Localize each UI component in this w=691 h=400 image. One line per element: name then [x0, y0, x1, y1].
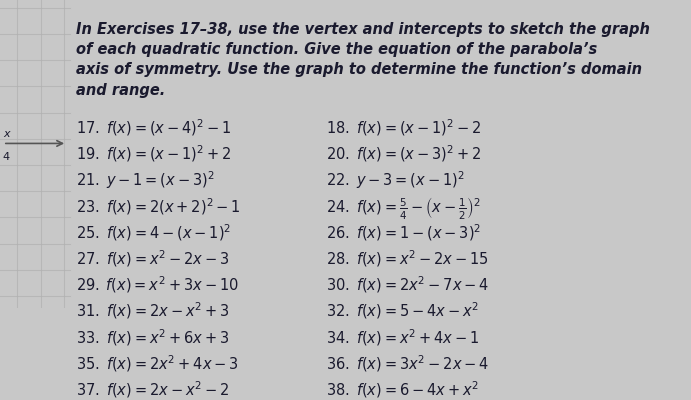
Text: x: x: [3, 129, 10, 139]
Text: $24.\; f(x) = \frac{5}{4} - \left(x - \frac{1}{2}\right)^2$: $24.\; f(x) = \frac{5}{4} - \left(x - \f…: [327, 196, 482, 222]
Text: $33.\; f(x) = x^2 + 6x + 3$: $33.\; f(x) = x^2 + 6x + 3$: [76, 327, 229, 348]
Text: $37.\; f(x) = 2x - x^2 - 2$: $37.\; f(x) = 2x - x^2 - 2$: [76, 380, 229, 400]
Text: $23.\; f(x) = 2(x+2)^2 - 1$: $23.\; f(x) = 2(x+2)^2 - 1$: [76, 196, 240, 216]
Text: $29.\; f(x) = x^2 + 3x - 10$: $29.\; f(x) = x^2 + 3x - 10$: [76, 274, 238, 295]
Text: $18.\; f(x) = (x-1)^2 - 2$: $18.\; f(x) = (x-1)^2 - 2$: [327, 117, 482, 138]
Text: $19.\; f(x) = (x-1)^2 + 2$: $19.\; f(x) = (x-1)^2 + 2$: [76, 144, 231, 164]
Text: $17.\; f(x) = (x-4)^2 - 1$: $17.\; f(x) = (x-4)^2 - 1$: [76, 117, 231, 138]
Text: $35.\; f(x) = 2x^2 + 4x - 3$: $35.\; f(x) = 2x^2 + 4x - 3$: [76, 353, 238, 374]
Text: $27.\; f(x) = x^2 - 2x - 3$: $27.\; f(x) = x^2 - 2x - 3$: [76, 248, 229, 269]
Text: In Exercises 17–38, use the vertex and intercepts to sketch the graph
of each qu: In Exercises 17–38, use the vertex and i…: [76, 22, 650, 98]
Text: $26.\; f(x) = 1 - (x-3)^2$: $26.\; f(x) = 1 - (x-3)^2$: [327, 222, 482, 243]
Text: $25.\; f(x) = 4 - (x-1)^2$: $25.\; f(x) = 4 - (x-1)^2$: [76, 222, 231, 243]
Text: $30.\; f(x) = 2x^2 - 7x - 4$: $30.\; f(x) = 2x^2 - 7x - 4$: [327, 274, 490, 295]
Text: $21.\; y - 1 = (x-3)^2$: $21.\; y - 1 = (x-3)^2$: [76, 170, 215, 191]
Text: $38.\; f(x) = 6 - 4x + x^2$: $38.\; f(x) = 6 - 4x + x^2$: [327, 380, 480, 400]
Text: $36.\; f(x) = 3x^2 - 2x - 4$: $36.\; f(x) = 3x^2 - 2x - 4$: [327, 353, 490, 374]
Text: $32.\; f(x) = 5 - 4x - x^2$: $32.\; f(x) = 5 - 4x - x^2$: [327, 301, 480, 322]
Text: $34.\; f(x) = x^2 + 4x - 1$: $34.\; f(x) = x^2 + 4x - 1$: [327, 327, 480, 348]
Text: $31.\; f(x) = 2x - x^2 + 3$: $31.\; f(x) = 2x - x^2 + 3$: [76, 301, 229, 322]
Text: $28.\; f(x) = x^2 - 2x - 15$: $28.\; f(x) = x^2 - 2x - 15$: [327, 248, 489, 269]
Text: 4: 4: [3, 152, 10, 162]
Text: $20.\; f(x) = (x-3)^2 + 2$: $20.\; f(x) = (x-3)^2 + 2$: [327, 144, 482, 164]
Text: $22.\; y - 3 = (x-1)^2$: $22.\; y - 3 = (x-1)^2$: [327, 170, 465, 191]
